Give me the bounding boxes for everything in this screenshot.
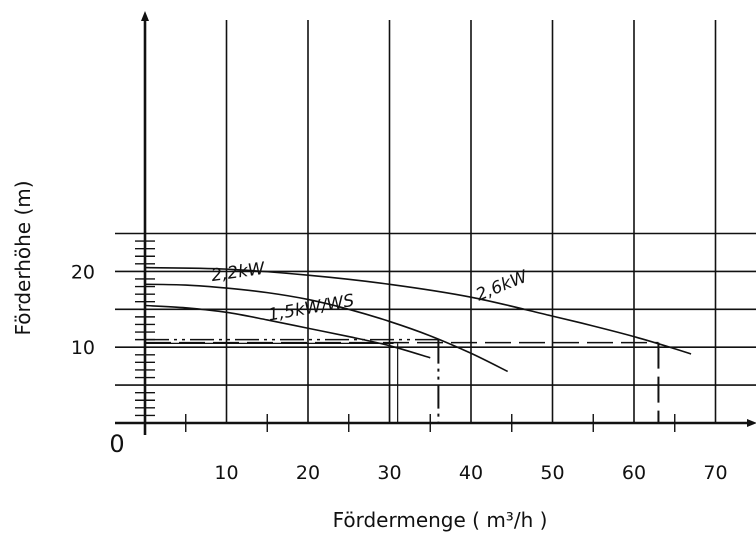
x-tick-label: 50	[540, 462, 564, 484]
grid	[115, 20, 756, 423]
x-tick-label: 40	[459, 462, 483, 484]
x-axis-title: Fördermenge ( m³/h )	[333, 508, 548, 532]
x-tick-label: 10	[214, 462, 238, 484]
series-label: 2,2kW	[210, 259, 267, 286]
series-curves	[144, 266, 692, 373]
y-axis-title: Förderhöhe (m)	[11, 180, 35, 335]
y-tick-label: 10	[71, 337, 95, 359]
axes	[115, 11, 756, 435]
series-curve	[144, 304, 431, 359]
series-curve	[144, 266, 692, 355]
y-tick-label: 20	[71, 261, 95, 283]
x-tick-label: 30	[377, 462, 401, 484]
series-label: 1,5kW/WS	[267, 291, 356, 326]
reference-lines	[145, 338, 660, 423]
x-tick-label: 70	[703, 462, 727, 484]
series-label: 2,6kW	[473, 266, 531, 305]
x-tick-label: 60	[622, 462, 646, 484]
series-curve	[144, 283, 509, 373]
origin-label: 0	[109, 430, 124, 458]
x-tick-label: 20	[296, 462, 320, 484]
